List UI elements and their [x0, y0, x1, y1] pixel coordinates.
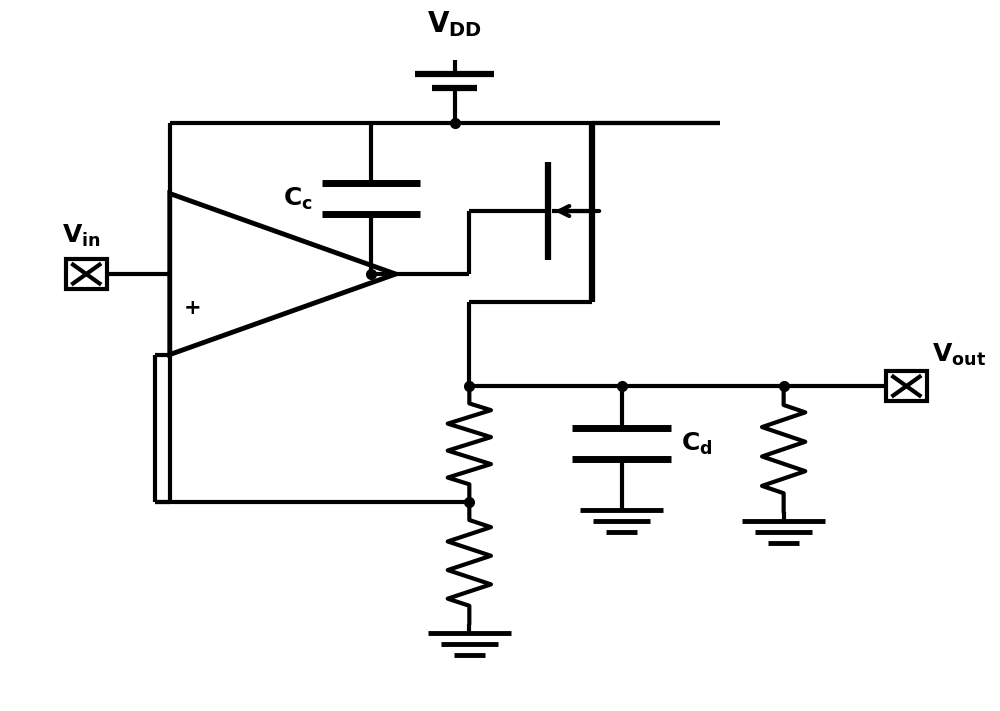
Bar: [66, 260, 107, 289]
Bar: [886, 371, 927, 401]
Text: +: +: [184, 298, 201, 318]
Text: $\mathbf{C}_{\mathbf{d}}$: $\mathbf{C}_{\mathbf{d}}$: [681, 431, 712, 457]
Text: $\mathbf{C}_{\mathbf{c}}$: $\mathbf{C}_{\mathbf{c}}$: [283, 186, 312, 212]
Text: $\mathbf{V}_{\mathbf{DD}}$: $\mathbf{V}_{\mathbf{DD}}$: [427, 10, 482, 39]
Text: $\mathbf{V}_{\mathbf{in}}$: $\mathbf{V}_{\mathbf{in}}$: [62, 223, 101, 249]
Text: $\mathbf{V}_{\mathbf{out}}$: $\mathbf{V}_{\mathbf{out}}$: [932, 341, 986, 368]
